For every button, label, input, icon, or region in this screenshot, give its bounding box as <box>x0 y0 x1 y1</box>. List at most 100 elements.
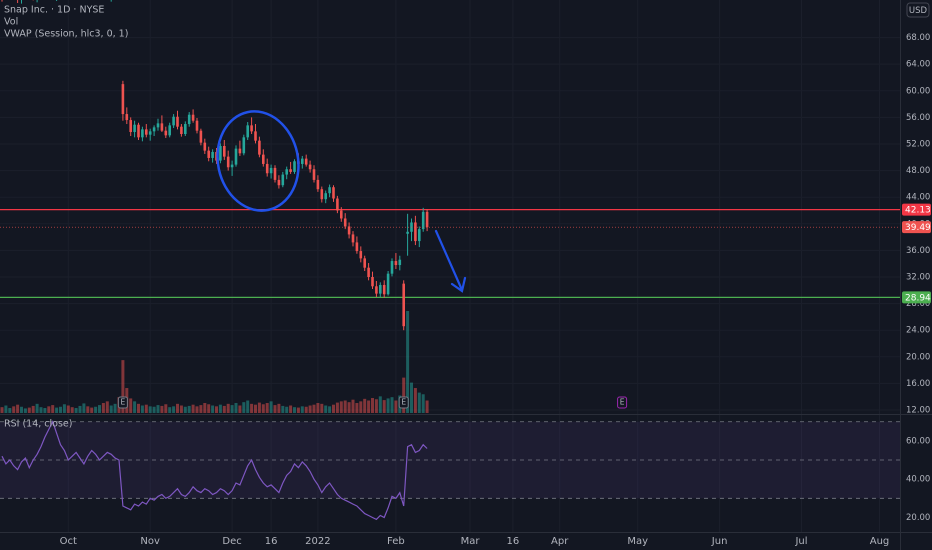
candle-body <box>242 137 246 154</box>
volume-bar <box>191 404 195 413</box>
volume-bar <box>82 403 86 413</box>
volume-bar <box>20 406 23 413</box>
volume-bar <box>59 406 62 413</box>
volume-bar <box>215 406 218 413</box>
volume-bar <box>222 405 226 413</box>
volume-bar <box>105 401 109 413</box>
volume-bar <box>339 401 343 413</box>
volume-bar <box>4 405 8 413</box>
candle-body <box>238 148 242 154</box>
earnings-marker <box>617 396 628 409</box>
annotation-arrow <box>434 229 467 293</box>
candle-body <box>304 158 308 165</box>
candle-body <box>390 261 394 274</box>
candle-body <box>375 286 378 294</box>
volume-bar <box>168 407 172 413</box>
candle-body <box>234 148 238 165</box>
volume-bar <box>265 403 269 413</box>
x-tick-label: 2022 <box>305 536 330 547</box>
last-price-tag <box>902 221 931 234</box>
y-tick-label: 36.00 <box>906 246 930 256</box>
candle-body <box>289 169 292 172</box>
volume-bar <box>273 405 277 413</box>
volume-bar <box>152 406 156 413</box>
candle-body <box>328 187 331 194</box>
volume-bar <box>156 405 160 413</box>
volume-bar <box>289 405 293 413</box>
volume-bar <box>129 398 133 413</box>
candle-body <box>320 189 324 200</box>
candle-body <box>195 120 199 131</box>
volume-bar <box>211 405 215 413</box>
volume-bar <box>12 406 16 413</box>
candle-body <box>191 114 195 121</box>
candle-body <box>141 129 144 138</box>
volume-bar <box>160 405 164 413</box>
volume-bar <box>70 407 74 413</box>
volume-bar <box>86 406 90 413</box>
volume-bar <box>328 406 332 413</box>
x-tick-label: Oct <box>60 536 77 547</box>
candle-body <box>133 124 136 133</box>
x-tick-label: Nov <box>140 536 160 547</box>
volume-bar <box>308 405 312 413</box>
volume-bar <box>378 396 382 413</box>
candle-body <box>137 124 140 138</box>
x-tick-label: 16 <box>265 536 278 547</box>
volume-bar <box>140 405 144 413</box>
grid <box>0 0 900 532</box>
volume-bar <box>332 404 335 413</box>
volume-bar <box>199 405 203 413</box>
volume-bar <box>300 406 304 413</box>
y-tick-label: 44.00 <box>906 193 930 203</box>
candle-body <box>406 231 409 234</box>
volume-bar <box>62 404 66 413</box>
volume-bar <box>47 406 51 413</box>
volume-bar <box>359 401 363 413</box>
annotation-circle <box>216 110 300 212</box>
currency-box[interactable] <box>906 2 930 18</box>
volume-bar <box>39 407 43 413</box>
volume-bar <box>277 403 281 413</box>
volume-bar <box>351 399 355 413</box>
volume-bar <box>390 397 394 413</box>
candle-body <box>398 259 402 266</box>
volume-bar <box>137 403 140 413</box>
rsi-title: RSI (14, close) <box>4 419 72 430</box>
volume-bar <box>121 360 125 413</box>
volume-bar <box>417 392 421 413</box>
axes: Oct Nov Dec 16 2022 Feb Mar 16 Apr May Jun Jul Aug 68… <box>60 33 931 547</box>
candle-body <box>226 156 230 168</box>
candle-body <box>308 164 312 170</box>
y-tick-label: 12.00 <box>906 406 930 416</box>
volume-bar <box>413 388 417 413</box>
rsi-tick-label: 40.00 <box>906 475 930 485</box>
volume-bar <box>304 406 308 413</box>
candle-body <box>121 84 125 115</box>
candle-body <box>285 169 288 175</box>
candle-body <box>152 127 156 132</box>
volume-bar <box>218 404 222 413</box>
candle-body <box>340 210 343 219</box>
volume-bar <box>113 403 117 413</box>
volume-bar <box>43 408 47 413</box>
candle-body <box>425 211 429 228</box>
volume-bar <box>246 400 250 413</box>
volume-bar <box>172 406 176 413</box>
rsi-pane <box>0 420 900 521</box>
symbol-title: Snap Inc. · 1D · NYSE <box>4 5 104 16</box>
volume-bar <box>257 402 261 413</box>
volume-bar <box>98 405 101 413</box>
currency[interactable]: USD <box>909 6 928 16</box>
volume-bar <box>176 403 179 413</box>
volume-bar <box>410 382 413 413</box>
volume-bar <box>285 406 289 413</box>
volume-bar <box>343 400 347 413</box>
candle-body <box>207 150 210 158</box>
volume-bar <box>16 404 20 413</box>
volume-bar <box>320 403 324 413</box>
candle-body <box>351 234 355 243</box>
volume-bar <box>394 400 398 413</box>
price-tag-label: 28.94 <box>905 293 931 303</box>
